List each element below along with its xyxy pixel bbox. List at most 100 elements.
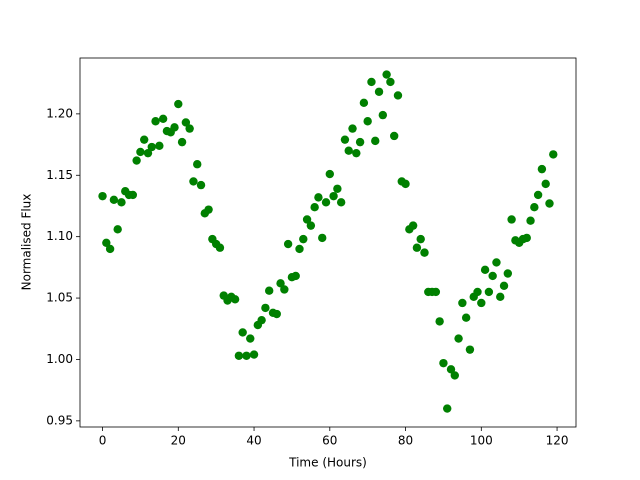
data-point (257, 315, 266, 325)
data-point (113, 225, 122, 234)
data-point (473, 287, 482, 297)
data-point (389, 131, 399, 141)
data-point (503, 269, 513, 278)
data-point (249, 350, 259, 359)
data-point (314, 193, 323, 202)
data-point (401, 179, 410, 189)
data-point (344, 146, 353, 155)
y-tick-label: 1.05 (46, 291, 73, 305)
data-point (272, 309, 281, 319)
data-point (363, 117, 372, 126)
data-point (102, 238, 111, 248)
y-axis-label: Normalised Flux (20, 194, 34, 291)
y-tick-label: 0.95 (46, 413, 73, 427)
data-point (393, 91, 403, 100)
data-point (450, 371, 459, 380)
data-point (283, 239, 293, 249)
data-point (128, 190, 138, 200)
data-point (302, 215, 312, 224)
x-tick-label: 80 (398, 434, 413, 448)
data-point (378, 110, 388, 120)
data-point (280, 285, 289, 294)
data-point (416, 234, 425, 244)
data-point (105, 244, 115, 254)
data-point (329, 191, 338, 201)
data-point (143, 148, 153, 158)
data-point (333, 184, 342, 193)
data-point (530, 202, 539, 212)
data-point (140, 135, 149, 144)
x-tick-label: 100 (470, 434, 493, 448)
data-point (276, 279, 285, 288)
data-point (340, 135, 350, 144)
data-point (151, 117, 160, 126)
data-point (185, 124, 194, 133)
data-point (522, 233, 531, 243)
data-point (147, 142, 156, 152)
data-point (461, 313, 471, 322)
data-point (325, 169, 334, 179)
data-point (158, 114, 168, 123)
data-point (109, 195, 119, 205)
x-tick-label: 60 (322, 434, 337, 448)
data-point (321, 198, 331, 207)
data-point (291, 271, 300, 281)
data-point (382, 70, 391, 79)
data-point (318, 233, 327, 243)
data-point (408, 221, 418, 230)
data-point (545, 199, 554, 208)
data-point (196, 180, 206, 190)
y-tick-label: 1.15 (46, 168, 73, 182)
data-point (193, 160, 202, 169)
data-point (132, 156, 141, 165)
data-point (264, 286, 274, 295)
data-point (181, 118, 191, 127)
x-axis-label: Time (Hours) (288, 456, 367, 470)
data-point (549, 150, 558, 159)
data-point (526, 216, 535, 225)
data-point (306, 221, 316, 230)
data-point (170, 123, 179, 132)
plot-frame (79, 57, 577, 428)
data-point (355, 137, 365, 147)
data-point (420, 248, 429, 257)
data-point (155, 141, 164, 150)
data-point (541, 179, 550, 189)
data-point (136, 147, 145, 157)
data-point (484, 287, 494, 297)
data-point (234, 351, 244, 360)
data-point (238, 328, 247, 337)
data-point (465, 345, 475, 354)
data-point (374, 87, 384, 96)
data-point (496, 292, 505, 302)
x-tick-label: 20 (171, 434, 186, 448)
data-point (367, 77, 376, 87)
data-point (230, 295, 240, 304)
data-point (295, 244, 304, 254)
data-point (454, 334, 463, 343)
data-point (439, 358, 448, 368)
data-point (98, 191, 107, 201)
data-point (492, 258, 501, 267)
data-point (412, 243, 422, 252)
data-point (348, 124, 357, 133)
data-point (246, 334, 255, 343)
y-tick-label: 1.10 (46, 229, 73, 243)
data-point (174, 99, 183, 109)
data-point (310, 202, 319, 212)
x-tick-label: 120 (546, 434, 569, 448)
data-point (488, 271, 497, 281)
data-point (371, 136, 380, 146)
data-point (261, 303, 270, 313)
data-point (443, 404, 452, 413)
y-tick-label: 1.00 (46, 352, 73, 366)
x-tick-label: 0 (99, 434, 107, 448)
data-point (177, 137, 187, 147)
data-point (242, 351, 251, 360)
data-point (537, 164, 547, 174)
data-point (480, 265, 490, 275)
data-point (446, 365, 456, 374)
data-point (359, 98, 369, 108)
data-point (336, 198, 346, 207)
data-point (215, 243, 225, 252)
